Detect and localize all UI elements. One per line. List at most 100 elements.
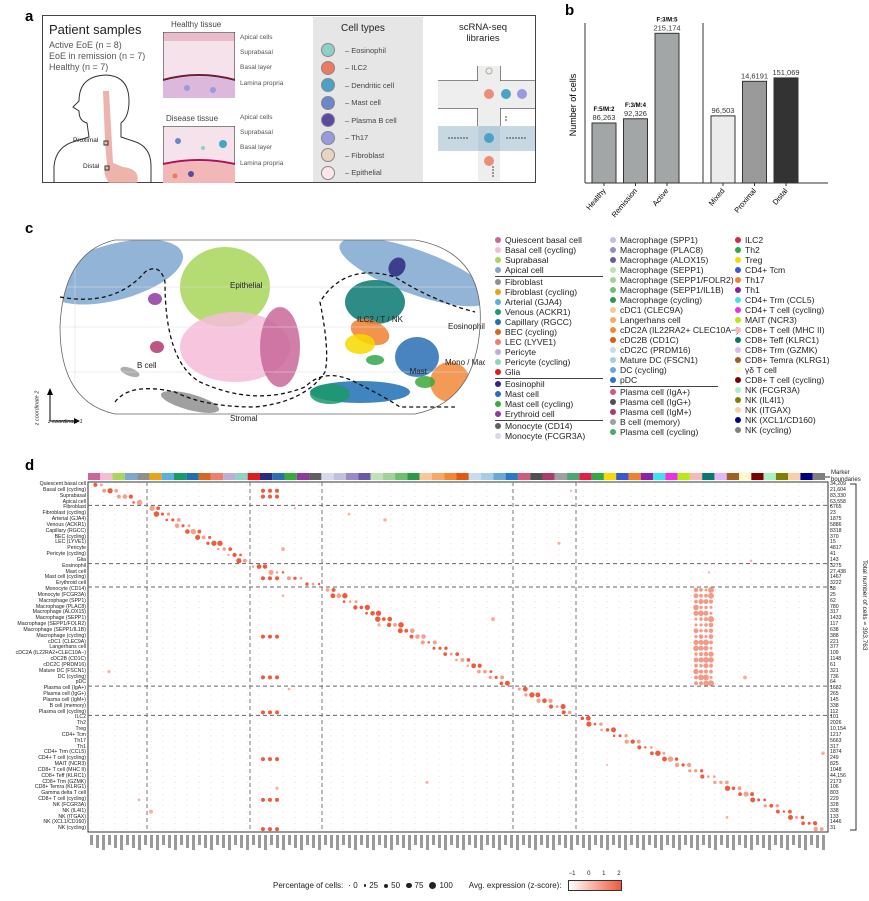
dot — [618, 612, 620, 614]
dot — [330, 816, 332, 818]
gene-label — [594, 835, 597, 845]
dot — [714, 612, 716, 614]
row-label: Plasma cell (IgA+) — [43, 685, 86, 692]
dot — [474, 606, 476, 608]
dot — [666, 571, 668, 573]
patient-samples-title: Patient samples — [49, 22, 142, 37]
dot — [438, 665, 440, 667]
dot — [258, 525, 260, 527]
dot — [774, 554, 776, 556]
dot — [594, 571, 596, 573]
row-label: NK (cycling) — [58, 825, 86, 832]
dot — [126, 525, 128, 527]
dot — [798, 496, 800, 498]
dot — [186, 548, 188, 550]
dot — [702, 525, 704, 527]
dot — [275, 488, 279, 493]
dot — [546, 560, 548, 562]
dot — [606, 776, 608, 778]
dot — [714, 828, 716, 830]
dot — [414, 799, 416, 801]
dot — [582, 525, 584, 527]
legend-swatch — [495, 309, 501, 315]
dot — [522, 758, 524, 760]
dot — [762, 787, 764, 789]
dot — [474, 501, 476, 503]
cluster-color-bar-segment — [763, 473, 776, 480]
dot — [654, 554, 656, 556]
dot — [510, 630, 512, 632]
dot — [330, 828, 332, 830]
dot — [546, 805, 548, 807]
dot — [703, 680, 709, 686]
row-count: 317 — [830, 609, 839, 616]
dot — [570, 496, 572, 498]
dot — [378, 700, 380, 702]
dot — [558, 700, 560, 702]
dot — [546, 694, 548, 696]
dot — [810, 811, 812, 813]
gene-label — [570, 835, 573, 850]
dot — [560, 704, 566, 710]
dot — [522, 828, 524, 830]
dot — [762, 688, 764, 690]
dot — [618, 624, 620, 626]
row-count: 370 — [830, 533, 839, 540]
dot — [330, 711, 332, 713]
dot — [822, 653, 824, 655]
dot — [738, 536, 740, 538]
gene-label — [582, 835, 585, 848]
dot — [570, 764, 572, 766]
dot — [558, 525, 560, 527]
dot — [654, 531, 656, 533]
dot — [222, 776, 224, 778]
dot — [126, 577, 128, 579]
region-label: Eosinophil — [448, 322, 485, 331]
dot — [354, 746, 356, 748]
dot — [246, 752, 248, 754]
dot — [414, 490, 416, 492]
dot — [694, 623, 698, 627]
dot — [582, 758, 584, 760]
dot — [702, 828, 704, 830]
dot — [378, 735, 380, 737]
dot — [258, 799, 260, 801]
dot — [102, 601, 104, 603]
cluster-color-bar-segment — [554, 473, 568, 480]
dot — [246, 741, 248, 743]
legend-label: Langerhans cell — [620, 315, 681, 325]
dot — [234, 519, 236, 521]
dot — [210, 770, 212, 772]
dot — [270, 595, 272, 597]
dot — [510, 735, 512, 737]
dot — [510, 811, 512, 813]
legend-column: Quiescent basal cell Basal cell (cycling)… — [495, 235, 603, 441]
dot — [822, 641, 824, 643]
dot — [102, 630, 104, 632]
dot — [383, 518, 387, 522]
dot — [294, 513, 296, 515]
dot — [762, 636, 764, 638]
dot — [414, 828, 416, 830]
dot — [174, 484, 176, 486]
cluster-color-bar-segment — [788, 473, 801, 480]
dot — [678, 659, 680, 661]
dot — [726, 694, 728, 696]
dot — [510, 665, 512, 667]
dot — [750, 758, 752, 760]
dot — [498, 671, 500, 673]
dot — [268, 634, 272, 639]
dot — [714, 507, 716, 509]
dot — [186, 601, 188, 603]
dot — [150, 688, 152, 690]
legend-item: cDC1 (CLEC9A) — [610, 305, 739, 315]
dot — [570, 671, 572, 673]
dot — [546, 688, 548, 690]
dot — [251, 565, 255, 568]
dot — [698, 645, 704, 651]
dot — [282, 490, 284, 492]
dot — [786, 700, 788, 702]
dot — [558, 583, 560, 585]
dot — [246, 525, 248, 527]
dot — [534, 536, 536, 538]
